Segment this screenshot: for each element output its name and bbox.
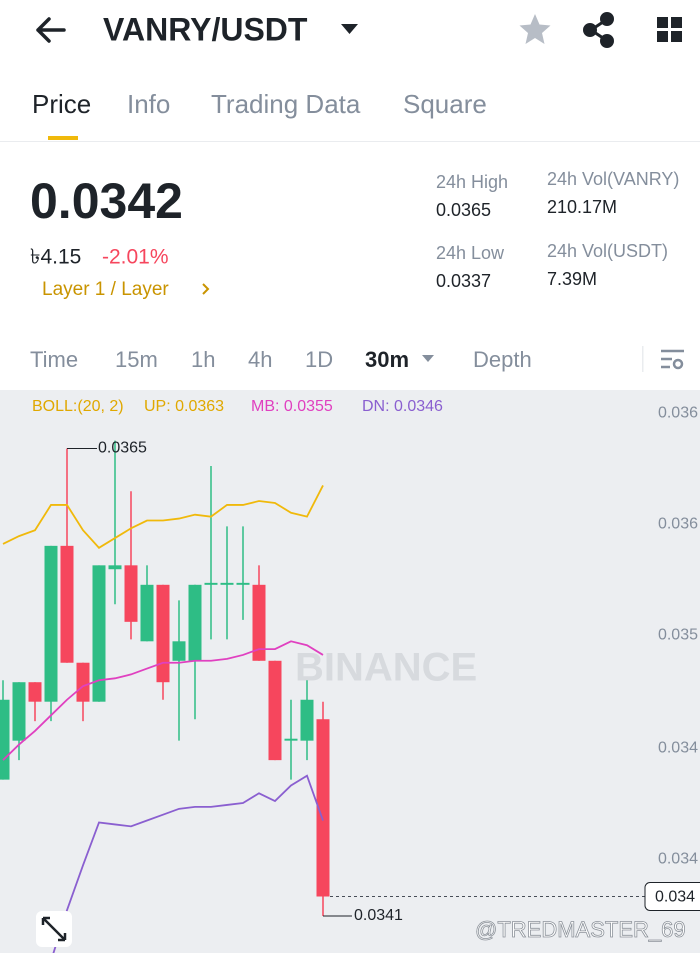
favorite-star[interactable] [519, 14, 551, 44]
boll-line [2, 485, 324, 549]
y-tick-label: 0.036 [658, 405, 698, 422]
candle-body [284, 738, 298, 741]
tab[interactable]: Square [403, 89, 487, 119]
tab[interactable]: Price [32, 89, 91, 119]
candle-body [12, 682, 26, 741]
legend-entry: DN: 0.0346 [362, 398, 443, 415]
candle-body [60, 545, 74, 663]
interval[interactable]: Depth [473, 347, 532, 372]
y-tick-label: 0.034 [658, 851, 698, 868]
stat-value: 0.0337 [436, 271, 491, 291]
interval[interactable]: Time [30, 347, 78, 372]
stat-value: 210.17M [547, 197, 617, 217]
tab[interactable]: Info [127, 89, 170, 119]
interval-dropdown[interactable] [422, 355, 434, 362]
category-tag[interactable]: Layer 1 / Layer [42, 279, 169, 300]
candle-body [204, 582, 218, 585]
divider [642, 346, 644, 372]
candle-body [252, 584, 266, 661]
watermark: BINANCE [295, 646, 477, 690]
candle-body [300, 699, 314, 741]
y-tick-label: 0.036 [658, 516, 698, 533]
interval[interactable]: 15m [115, 347, 158, 372]
expand-icon [41, 916, 67, 942]
chart-settings[interactable] [661, 349, 684, 370]
tab[interactable]: Trading Data [211, 89, 361, 119]
tag-chevron [202, 283, 210, 295]
interval[interactable]: 1D [305, 347, 333, 372]
stat-value: 7.39M [547, 269, 597, 289]
price-change: -2.01% [102, 246, 169, 269]
interval[interactable]: 4h [248, 347, 272, 372]
pair-title[interactable]: VANRY/USDT [103, 11, 308, 47]
legend-entry: BOLL:(20, 2) [32, 398, 124, 415]
local-price: ৳4.15 [30, 246, 81, 269]
pair-dropdown[interactable] [341, 24, 358, 34]
candle-body [44, 545, 58, 702]
candle-body [220, 582, 234, 585]
tab-indicator [48, 136, 78, 140]
stat-value: 0.0365 [436, 200, 491, 220]
menu-grid[interactable] [657, 17, 682, 42]
candle-body [124, 565, 138, 622]
candle-body [108, 565, 122, 570]
boll-line [2, 640, 324, 761]
current-price-box [644, 882, 700, 912]
stat-label: 24h Low [436, 243, 505, 263]
candle-body [316, 719, 330, 897]
candle-body [76, 662, 90, 702]
candle-body [28, 682, 42, 702]
stat-label: 24h Vol(USDT) [547, 241, 668, 261]
back-button[interactable] [36, 17, 66, 43]
credit: @TREDMASTER_69 [475, 917, 686, 942]
last-price: 0.0342 [30, 173, 183, 229]
legend-entry: MB: 0.0355 [251, 398, 333, 415]
y-tick-label: 0.035 [658, 627, 698, 644]
candle-body [156, 584, 170, 683]
candle-body [140, 584, 154, 642]
candle-body [236, 582, 250, 585]
legend-entry: UP: 0.0363 [144, 398, 224, 415]
y-tick-label: 0.034 [658, 740, 698, 757]
low-marker-label: 0.0341 [354, 907, 403, 924]
high-marker-label: 0.0365 [98, 440, 147, 457]
candle-body [0, 699, 10, 780]
candle-body [172, 641, 186, 661]
candle-body [268, 660, 282, 761]
candle-body [92, 565, 106, 702]
boll-line [52, 774, 324, 953]
share-button[interactable] [583, 12, 614, 48]
chart-background [0, 390, 700, 953]
divider [0, 141, 700, 142]
interval[interactable]: 1h [191, 347, 215, 372]
stat-label: 24h Vol(VANRY) [547, 169, 679, 189]
candle-body [188, 584, 202, 661]
interval-active[interactable]: 30m [365, 347, 409, 372]
stat-label: 24h High [436, 172, 508, 192]
current-price-label: 0.034 [655, 889, 695, 906]
